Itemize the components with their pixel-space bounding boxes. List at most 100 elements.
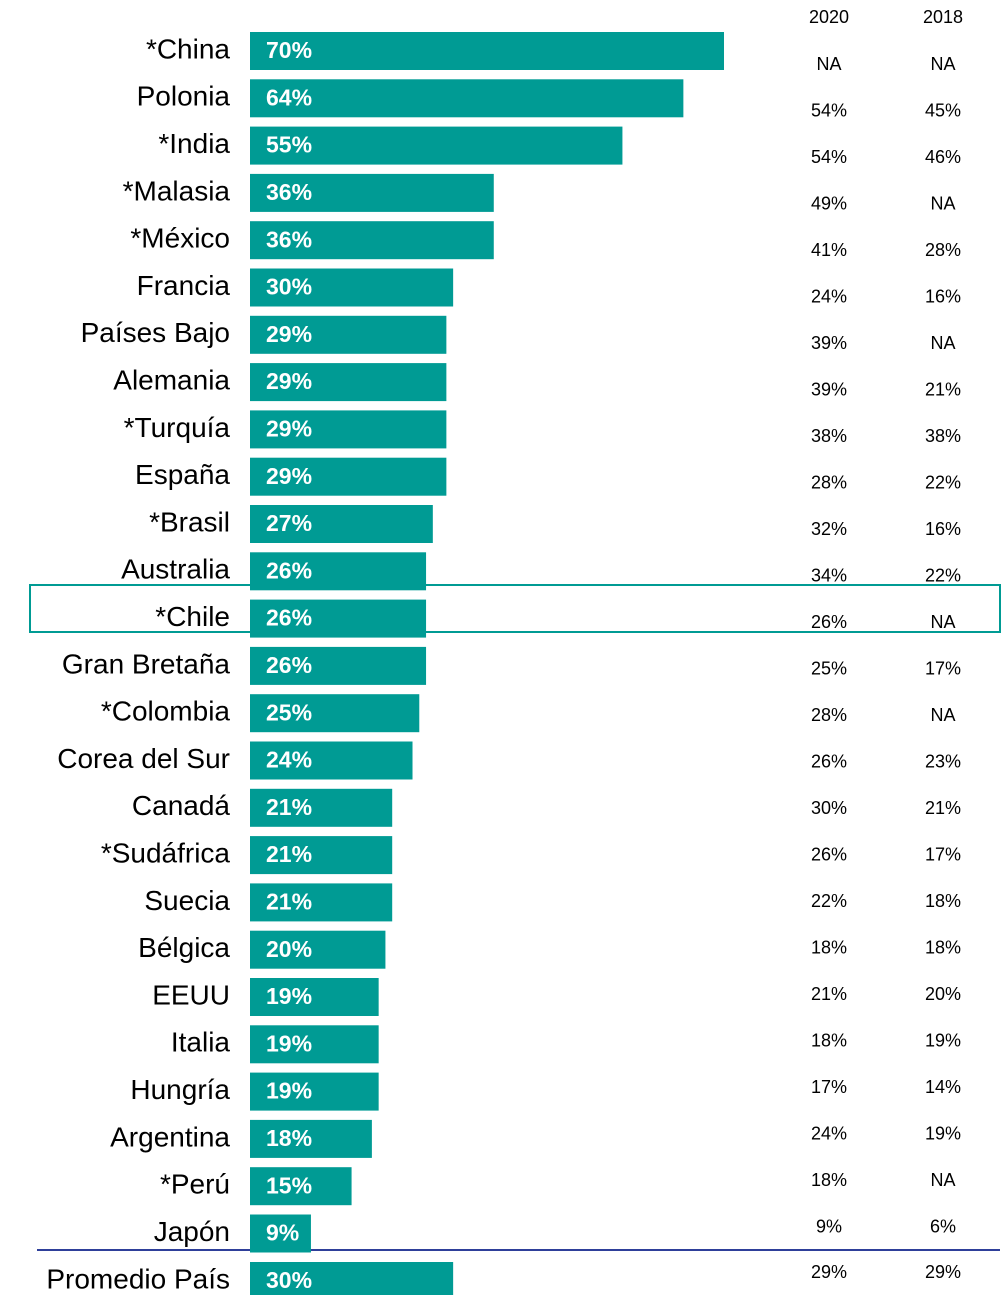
category-label: *Perú [160, 1169, 230, 1200]
bar [250, 788, 393, 827]
table-cell: 29% [925, 1262, 961, 1282]
table-cell: NA [930, 193, 955, 213]
bar [250, 599, 427, 638]
category-label: *Chile [155, 601, 230, 632]
bar [250, 694, 420, 733]
table-cell: 28% [811, 705, 847, 725]
value-label: 21% [266, 794, 312, 820]
table-cell: 6% [930, 1216, 956, 1236]
category-label: *México [130, 223, 230, 254]
table-cell: 41% [811, 240, 847, 260]
value-label: 29% [266, 368, 312, 394]
table-cell: 18% [925, 891, 961, 911]
table-cell: NA [930, 1170, 955, 1190]
table-cell: 17% [925, 844, 961, 864]
table-cell: 17% [811, 1077, 847, 1097]
table-cell: NA [930, 333, 955, 353]
table-cell: 22% [925, 472, 961, 492]
value-label: 19% [266, 1078, 312, 1104]
bar [250, 930, 386, 969]
category-label: *India [158, 128, 230, 159]
table-cell: 21% [925, 798, 961, 818]
bar [250, 79, 684, 118]
category-label: Australia [121, 554, 230, 585]
table-cell: 34% [811, 565, 847, 585]
table-cell: 26% [811, 844, 847, 864]
table-cell: NA [816, 54, 841, 74]
value-label: 29% [266, 321, 312, 347]
value-label: 36% [266, 226, 312, 252]
table-cell: 19% [925, 1030, 961, 1050]
value-label: 70% [266, 37, 312, 63]
bar [250, 1072, 379, 1111]
bar [250, 221, 494, 260]
table-cell: 22% [811, 891, 847, 911]
table-cell: NA [930, 612, 955, 632]
bar [250, 1214, 311, 1253]
bar [250, 457, 447, 496]
value-label: 19% [266, 1030, 312, 1056]
category-label: Japón [154, 1216, 230, 1247]
bar [250, 126, 623, 165]
table-cell: 21% [811, 984, 847, 1004]
value-label: 9% [266, 1220, 299, 1246]
value-label: 29% [266, 463, 312, 489]
category-label: Países Bajo [81, 317, 230, 348]
bar [250, 173, 494, 212]
table-cell: 39% [811, 333, 847, 353]
bar [250, 315, 447, 354]
table-cell: 23% [925, 751, 961, 771]
table-cell: 26% [811, 751, 847, 771]
table-cell: 18% [811, 1170, 847, 1190]
bar [250, 552, 427, 591]
table-cell: 38% [811, 426, 847, 446]
table-cell: 21% [925, 379, 961, 399]
table-cell: 54% [811, 147, 847, 167]
table-cell: 32% [811, 519, 847, 539]
category-label: Argentina [110, 1121, 230, 1152]
category-label: Hungría [130, 1074, 230, 1105]
column-header: 2020 [809, 7, 849, 27]
category-label: Italia [171, 1027, 231, 1058]
value-label: 15% [266, 1172, 312, 1198]
value-label: 30% [266, 1267, 312, 1293]
value-label: 30% [266, 274, 312, 300]
value-label: 21% [266, 888, 312, 914]
value-label: 29% [266, 415, 312, 441]
bar [250, 268, 454, 307]
table-cell: 25% [811, 658, 847, 678]
category-label: España [135, 459, 230, 490]
table-cell: 46% [925, 147, 961, 167]
value-label: 24% [266, 747, 312, 773]
value-label: 26% [266, 605, 312, 631]
category-label: Polonia [137, 81, 231, 112]
table-cell: 28% [925, 240, 961, 260]
value-label: 19% [266, 983, 312, 1009]
category-label: *Turquía [124, 412, 231, 443]
bar [250, 978, 379, 1016]
value-label: 20% [266, 936, 312, 962]
category-label: Promedio País [46, 1263, 230, 1294]
bar [250, 363, 447, 402]
table-cell: 26% [811, 612, 847, 632]
bar [250, 1167, 352, 1206]
bar [250, 1025, 379, 1064]
table-cell: 29% [811, 1262, 847, 1282]
table-cell: 17% [925, 658, 961, 678]
bar [250, 741, 413, 780]
table-cell: 24% [811, 1123, 847, 1143]
table-cell: 39% [811, 379, 847, 399]
table-cell: 19% [925, 1123, 961, 1143]
table-cell: 22% [925, 565, 961, 585]
table-cell: NA [930, 705, 955, 725]
category-label: Corea del Sur [57, 743, 230, 774]
category-label: Gran Bretaña [62, 648, 231, 679]
table-cell: 16% [925, 519, 961, 539]
highlight-box [29, 584, 1001, 633]
table-cell: 9% [816, 1216, 842, 1236]
bar [250, 32, 724, 70]
table-cell: 49% [811, 193, 847, 213]
table-cell: 30% [811, 798, 847, 818]
category-label: Alemania [113, 364, 230, 395]
bar [250, 836, 393, 875]
